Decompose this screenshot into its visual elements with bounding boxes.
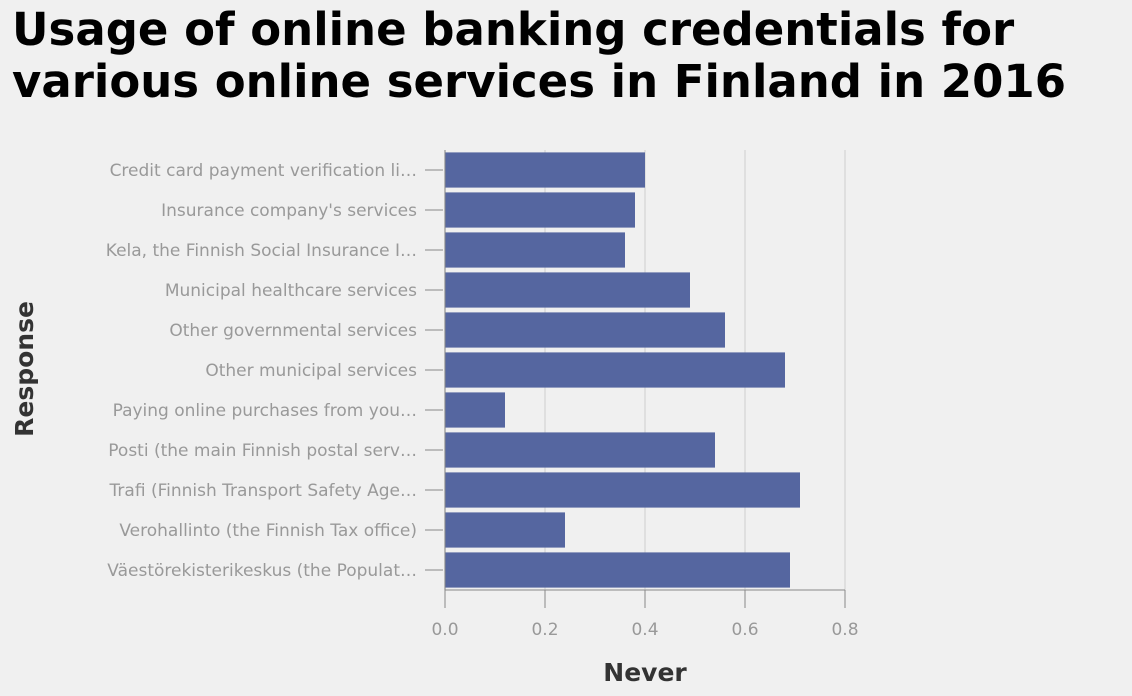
axes: Credit card payment verification li… Insu… bbox=[106, 150, 859, 640]
y-tick-label-2: Kela, the Finnish Social Insurance I… bbox=[106, 241, 417, 261]
y-tick-label-1: Insurance company's services bbox=[161, 201, 417, 221]
y-tick-label-3: Municipal healthcare services bbox=[165, 281, 417, 301]
bar-0 bbox=[445, 152, 645, 188]
bar-1 bbox=[445, 192, 635, 228]
y-tick-label-8: Trafi (Finnish Transport Safety Age… bbox=[109, 481, 417, 501]
y-tick-label-0: Credit card payment verification li… bbox=[110, 161, 417, 181]
chart-title-line-2: various online services in Finland in 20… bbox=[12, 55, 1067, 108]
x-axis-title: Never bbox=[603, 658, 687, 687]
x-tick-label-4: 0.8 bbox=[831, 620, 858, 640]
x-tick-label-3: 0.6 bbox=[731, 620, 758, 640]
y-tick-label-9: Verohallinto (the Finnish Tax office) bbox=[119, 521, 417, 541]
x-tick-label-0: 0.0 bbox=[431, 620, 458, 640]
bar-3 bbox=[445, 272, 690, 308]
x-tick-label-1: 0.2 bbox=[531, 620, 558, 640]
y-tick-label-5: Other municipal services bbox=[205, 361, 417, 381]
chart-title: Usage of online banking credentials for … bbox=[12, 4, 1122, 108]
bar-10 bbox=[445, 552, 790, 588]
y-tick-label-7: Posti (the main Finnish postal serv… bbox=[108, 441, 417, 461]
bar-2 bbox=[445, 232, 625, 268]
x-tick-label-2: 0.4 bbox=[631, 620, 658, 640]
bar-6 bbox=[445, 392, 505, 428]
y-axis-title: Response bbox=[10, 301, 39, 437]
bar-4 bbox=[445, 312, 725, 348]
y-tick-label-6: Paying online purchases from you… bbox=[113, 401, 417, 421]
y-tick-label-4: Other governmental services bbox=[169, 321, 417, 341]
bar-7 bbox=[445, 432, 715, 468]
bars bbox=[445, 152, 800, 588]
y-tick-label-10: Väestörekisterikeskus (the Populat… bbox=[107, 561, 417, 581]
bar-8 bbox=[445, 472, 800, 508]
chart-title-line-1: Usage of online banking credentials for bbox=[12, 3, 1015, 56]
bar-5 bbox=[445, 352, 785, 388]
bar-9 bbox=[445, 512, 565, 548]
